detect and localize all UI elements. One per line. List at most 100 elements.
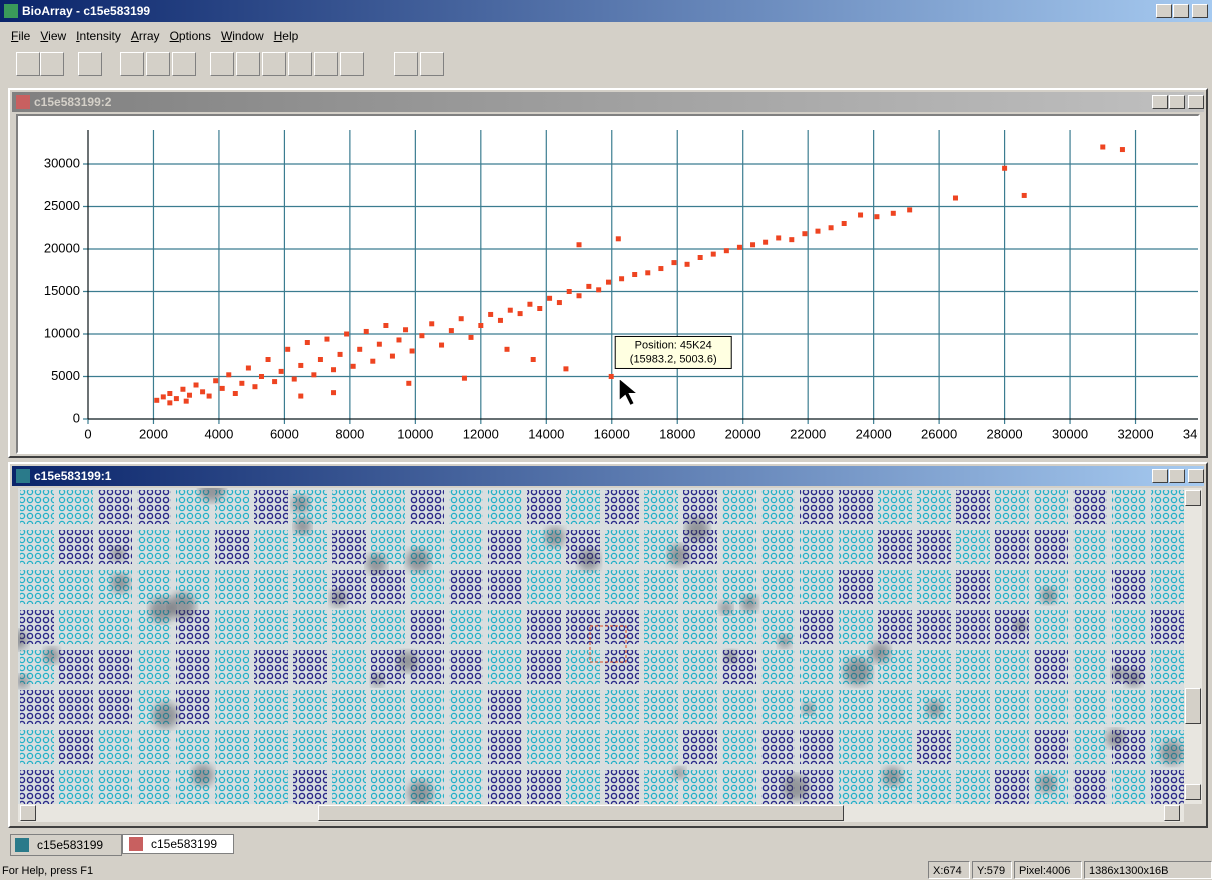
close-button[interactable] — [1188, 95, 1204, 109]
toolbar-button[interactable] — [394, 52, 418, 76]
spot-block — [956, 650, 990, 684]
array-titlebar: c15e583199:1 — [12, 466, 1204, 486]
toolbar-button[interactable] — [340, 52, 364, 76]
scroll-left[interactable] — [20, 805, 36, 821]
spot-block — [995, 570, 1029, 604]
toolbar-button[interactable] — [236, 52, 260, 76]
menu-item[interactable]: Options — [170, 26, 211, 46]
spot-block — [488, 490, 522, 524]
horizontal-scrollbar[interactable] — [18, 804, 1184, 822]
point — [161, 394, 166, 399]
toolbar-button[interactable] — [120, 52, 144, 76]
menu-item[interactable]: Array — [131, 26, 160, 46]
point — [671, 260, 676, 265]
spot-block — [722, 770, 756, 804]
point — [266, 357, 271, 362]
maximize-button[interactable] — [1169, 95, 1185, 109]
spot-block — [839, 770, 873, 804]
spot-block — [20, 770, 54, 804]
spot-block — [1112, 530, 1146, 564]
point — [658, 266, 663, 271]
point — [505, 347, 510, 352]
spot-block — [1151, 770, 1184, 804]
spot-block — [1034, 610, 1068, 644]
minimize-button[interactable] — [1152, 95, 1168, 109]
point — [370, 359, 375, 364]
point — [596, 287, 601, 292]
point — [459, 316, 464, 321]
point — [577, 293, 582, 298]
spot-block — [1073, 490, 1107, 524]
toolbar-button[interactable] — [146, 52, 170, 76]
maximize-button[interactable] — [1169, 469, 1185, 483]
spot-block — [332, 690, 366, 724]
spot-block — [800, 610, 834, 644]
tab-icon — [15, 838, 29, 852]
menu-item[interactable]: Window — [221, 26, 264, 46]
scroll-right[interactable] — [1164, 805, 1180, 821]
menu-item[interactable]: Intensity — [76, 26, 121, 46]
minimize-button[interactable] — [1156, 4, 1172, 18]
spot-block — [20, 490, 54, 524]
restore-button[interactable] — [1173, 4, 1189, 18]
spot-block — [293, 650, 327, 684]
spot-block — [215, 610, 249, 644]
spot-block — [917, 650, 951, 684]
menu-item[interactable]: File — [11, 26, 30, 46]
scroll-thumb[interactable] — [1185, 688, 1201, 724]
spot-block — [20, 690, 54, 724]
spot-block — [995, 650, 1029, 684]
scroll-down[interactable] — [1185, 784, 1201, 800]
spot-block — [98, 490, 132, 524]
point — [311, 372, 316, 377]
point — [167, 391, 172, 396]
tab[interactable]: c15e583199 — [122, 834, 234, 854]
toolbar-button[interactable] — [288, 52, 312, 76]
toolbar-button[interactable] — [210, 52, 234, 76]
point — [305, 340, 310, 345]
spot-blob — [371, 674, 384, 687]
spot-blob — [397, 651, 418, 672]
spot-block — [839, 610, 873, 644]
spot-block — [761, 490, 795, 524]
point — [518, 311, 523, 316]
vertical-scrollbar[interactable] — [1184, 488, 1202, 804]
scroll-up[interactable] — [1185, 490, 1201, 506]
spot-block — [839, 690, 873, 724]
close-button[interactable] — [1188, 469, 1204, 483]
point — [213, 378, 218, 383]
spot-block — [722, 690, 756, 724]
toolbar-button[interactable] — [420, 52, 444, 76]
toolbar-button[interactable] — [314, 52, 338, 76]
menu-item[interactable]: View — [40, 26, 66, 46]
spot-block — [332, 770, 366, 804]
menu-item[interactable]: Help — [274, 26, 299, 46]
spot-block — [800, 530, 834, 564]
toolbar-button[interactable] — [40, 52, 64, 76]
spot-block — [1112, 490, 1146, 524]
minimize-button[interactable] — [1152, 469, 1168, 483]
y-tick-label: 30000 — [44, 155, 80, 170]
point — [1100, 145, 1105, 150]
close-button[interactable] — [1192, 4, 1208, 18]
spot-block — [98, 610, 132, 644]
point — [789, 237, 794, 242]
spot-block — [956, 570, 990, 604]
spot-block — [20, 730, 54, 764]
spot-block — [683, 570, 717, 604]
spot-block — [527, 490, 561, 524]
toolbar-button[interactable] — [78, 52, 102, 76]
point — [357, 347, 362, 352]
spot-blob — [1112, 667, 1126, 681]
scroll-thumb[interactable] — [318, 805, 844, 821]
toolbar-button[interactable] — [16, 52, 40, 76]
point — [763, 240, 768, 245]
toolbar-button[interactable] — [172, 52, 196, 76]
spot-block — [254, 650, 288, 684]
point — [537, 306, 542, 311]
spot-block — [410, 570, 444, 604]
tab[interactable]: c15e583199 — [10, 834, 122, 856]
toolbar-button[interactable] — [262, 52, 286, 76]
point — [815, 229, 820, 234]
spot-block — [956, 690, 990, 724]
